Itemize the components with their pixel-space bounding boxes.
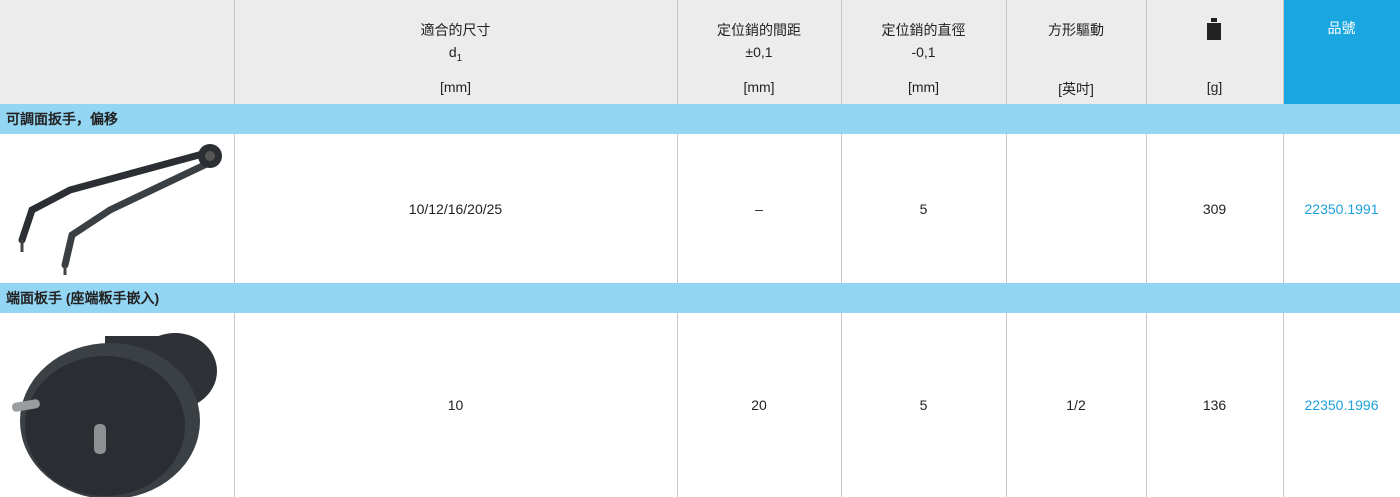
- part-number-header: [1283, 0, 1400, 104]
- size: 10/12/16/20/25: [408, 200, 503, 217]
- column-rule: [841, 0, 842, 104]
- column-rule: [1283, 313, 1284, 497]
- product-image: [11, 333, 217, 497]
- column-unit: [mm]: [907, 79, 940, 95]
- diameter: 5: [919, 200, 928, 217]
- column-rule: [1146, 313, 1147, 497]
- part-number[interactable]: 22350.1991: [1304, 200, 1379, 217]
- column-title: 方形驅動: [1048, 22, 1104, 38]
- section-title: 可調面扳手，偏移: [0, 104, 1400, 134]
- column-rule: [234, 0, 235, 104]
- header-row: [0, 0, 1283, 104]
- column-rule: [1283, 0, 1284, 104]
- spacing: 20: [751, 397, 767, 413]
- column-rule: [677, 134, 678, 283]
- weight: 136: [1202, 397, 1227, 413]
- column-rule: [1146, 134, 1147, 283]
- column-title: 定位銷的間距: [717, 22, 801, 38]
- column-title: 適合的尺寸: [420, 22, 491, 38]
- symbol-sub: 1: [456, 52, 463, 64]
- part-number[interactable]: 22350.1996: [1304, 397, 1379, 413]
- column-rule: [234, 134, 235, 283]
- column-rule: [1006, 313, 1007, 497]
- column-title: 定位銷的直徑: [881, 22, 966, 38]
- column-rule: [234, 313, 235, 497]
- column-tolerance: -0,1: [911, 44, 936, 60]
- column-rule: [1006, 134, 1007, 283]
- diameter: 5: [919, 397, 928, 413]
- part-number-title: 品號: [1327, 20, 1356, 36]
- weight: 309: [1202, 200, 1227, 217]
- column-unit: [g]: [1206, 79, 1223, 95]
- column-rule: [1283, 134, 1284, 283]
- column-unit: [mm]: [743, 79, 775, 95]
- column-symbol: d1: [234, 44, 677, 64]
- drive: 1/2: [1066, 397, 1086, 413]
- column-rule: [677, 313, 678, 497]
- weight-icon: [1207, 18, 1221, 40]
- column-rule: [1006, 0, 1007, 104]
- size: 10: [447, 397, 464, 413]
- column-tolerance: ±0,1: [745, 44, 773, 60]
- section-title: 端面板手 (座端粄手嵌入): [0, 283, 1400, 313]
- product-image: [18, 144, 222, 275]
- symbol: d: [448, 44, 457, 60]
- column-rule: [1146, 0, 1147, 104]
- column-rule: [841, 313, 842, 497]
- column-rule: [677, 0, 678, 104]
- spacing: –: [755, 200, 763, 217]
- column-unit: [mm]: [439, 79, 472, 95]
- column-unit: [英吋]: [1058, 81, 1094, 97]
- column-rule: [841, 134, 842, 283]
